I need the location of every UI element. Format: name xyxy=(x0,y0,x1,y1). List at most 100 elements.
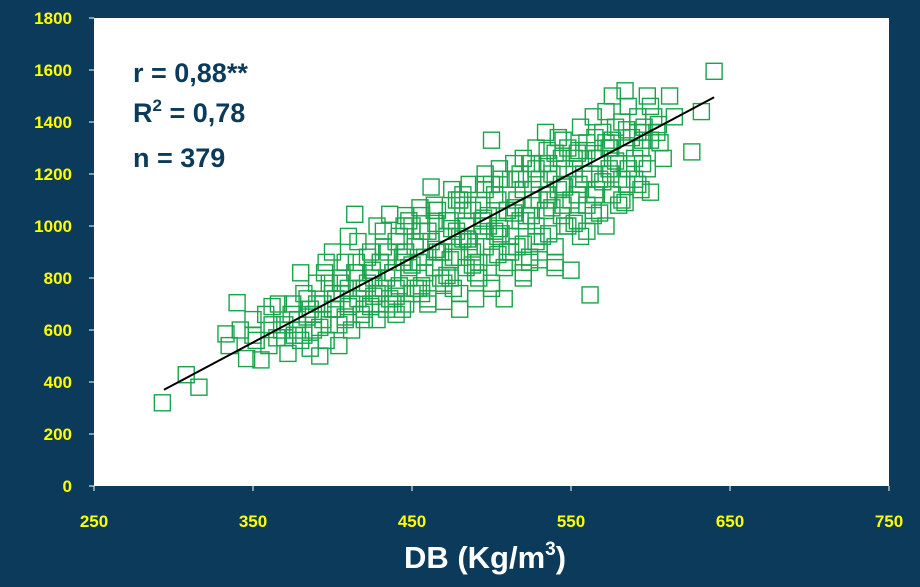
x-tick-label: 650 xyxy=(716,512,744,531)
data-point xyxy=(247,331,265,350)
data-point xyxy=(422,178,440,196)
data-point xyxy=(705,62,723,80)
data-point xyxy=(379,243,397,261)
data-point xyxy=(458,230,477,248)
data-point xyxy=(441,269,459,287)
data-point xyxy=(361,297,380,316)
y-tick-label: 1200 xyxy=(34,165,72,184)
x-tick-label: 550 xyxy=(557,512,585,531)
data-point xyxy=(339,227,358,246)
data-point xyxy=(295,284,313,303)
data-point xyxy=(473,212,491,230)
data-point xyxy=(406,279,424,298)
data-point xyxy=(555,217,574,235)
data-point xyxy=(571,227,590,246)
data-point xyxy=(395,217,413,235)
data-point xyxy=(331,274,350,292)
trend-line xyxy=(163,96,715,391)
data-point xyxy=(231,321,249,339)
data-point xyxy=(600,160,618,178)
data-point xyxy=(482,279,501,298)
data-point xyxy=(530,251,548,269)
data-point xyxy=(476,180,494,199)
data-point xyxy=(536,123,555,142)
data-point xyxy=(269,295,288,313)
data-point xyxy=(396,206,415,225)
data-point xyxy=(616,193,634,212)
data-point xyxy=(425,196,443,214)
data-point xyxy=(482,131,501,149)
data-point xyxy=(220,336,238,355)
stat-r: r = 0,88** xyxy=(133,58,248,88)
data-point xyxy=(597,134,615,152)
data-point xyxy=(514,269,532,287)
data-point xyxy=(654,149,672,168)
data-point xyxy=(540,154,558,173)
data-point xyxy=(633,154,652,173)
data-point xyxy=(602,165,620,183)
data-point xyxy=(554,196,572,214)
data-point xyxy=(584,201,602,220)
data-point xyxy=(638,87,657,105)
data-point xyxy=(506,170,525,188)
data-point xyxy=(570,141,588,160)
data-point xyxy=(498,243,517,261)
data-point xyxy=(317,253,335,272)
data-point xyxy=(632,180,650,199)
data-point xyxy=(400,212,418,230)
y-tick-label: 1000 xyxy=(34,217,72,236)
x-tick-label: 750 xyxy=(875,512,903,531)
data-point xyxy=(276,316,294,334)
data-point xyxy=(457,258,475,277)
data-point xyxy=(454,186,472,204)
data-point xyxy=(272,321,291,339)
x-tick-label: 450 xyxy=(398,512,426,531)
data-point xyxy=(610,196,628,214)
data-point xyxy=(393,300,412,318)
data-point xyxy=(565,214,583,233)
data-point xyxy=(346,264,364,282)
data-point xyxy=(396,243,415,261)
data-point xyxy=(482,175,501,194)
data-point xyxy=(412,284,431,303)
data-point xyxy=(387,305,405,324)
data-point xyxy=(217,325,235,343)
data-point xyxy=(554,131,572,149)
data-point xyxy=(570,175,588,194)
data-point xyxy=(638,160,657,178)
data-point xyxy=(586,128,604,147)
x-tick-label: 250 xyxy=(80,512,108,531)
data-point xyxy=(458,196,477,214)
data-point xyxy=(443,180,461,199)
data-point xyxy=(320,274,339,292)
data-point xyxy=(581,286,599,304)
data-point xyxy=(336,253,354,272)
data-point xyxy=(522,154,540,173)
data-point xyxy=(358,248,377,266)
data-point xyxy=(649,115,668,134)
y-tick-label: 1400 xyxy=(34,113,72,132)
data-point xyxy=(451,300,469,318)
y-tick-label: 200 xyxy=(44,425,72,444)
data-point xyxy=(660,87,679,105)
y-tick-label: 1800 xyxy=(34,9,72,28)
data-point xyxy=(603,87,622,105)
data-point xyxy=(590,204,609,222)
data-point xyxy=(374,222,393,240)
data-point xyxy=(492,170,510,188)
y-tick-label: 800 xyxy=(44,269,72,288)
data-point xyxy=(474,209,493,227)
data-point xyxy=(346,205,364,224)
data-point xyxy=(317,331,335,350)
data-point xyxy=(263,297,281,316)
data-point xyxy=(613,191,631,209)
data-point xyxy=(489,245,507,264)
data-point xyxy=(336,308,354,326)
data-point xyxy=(597,217,615,235)
data-point xyxy=(323,243,342,261)
data-point xyxy=(522,206,540,225)
data-point xyxy=(311,318,329,337)
data-point xyxy=(683,143,701,161)
data-point xyxy=(575,170,593,188)
y-tick-label: 600 xyxy=(44,321,72,340)
